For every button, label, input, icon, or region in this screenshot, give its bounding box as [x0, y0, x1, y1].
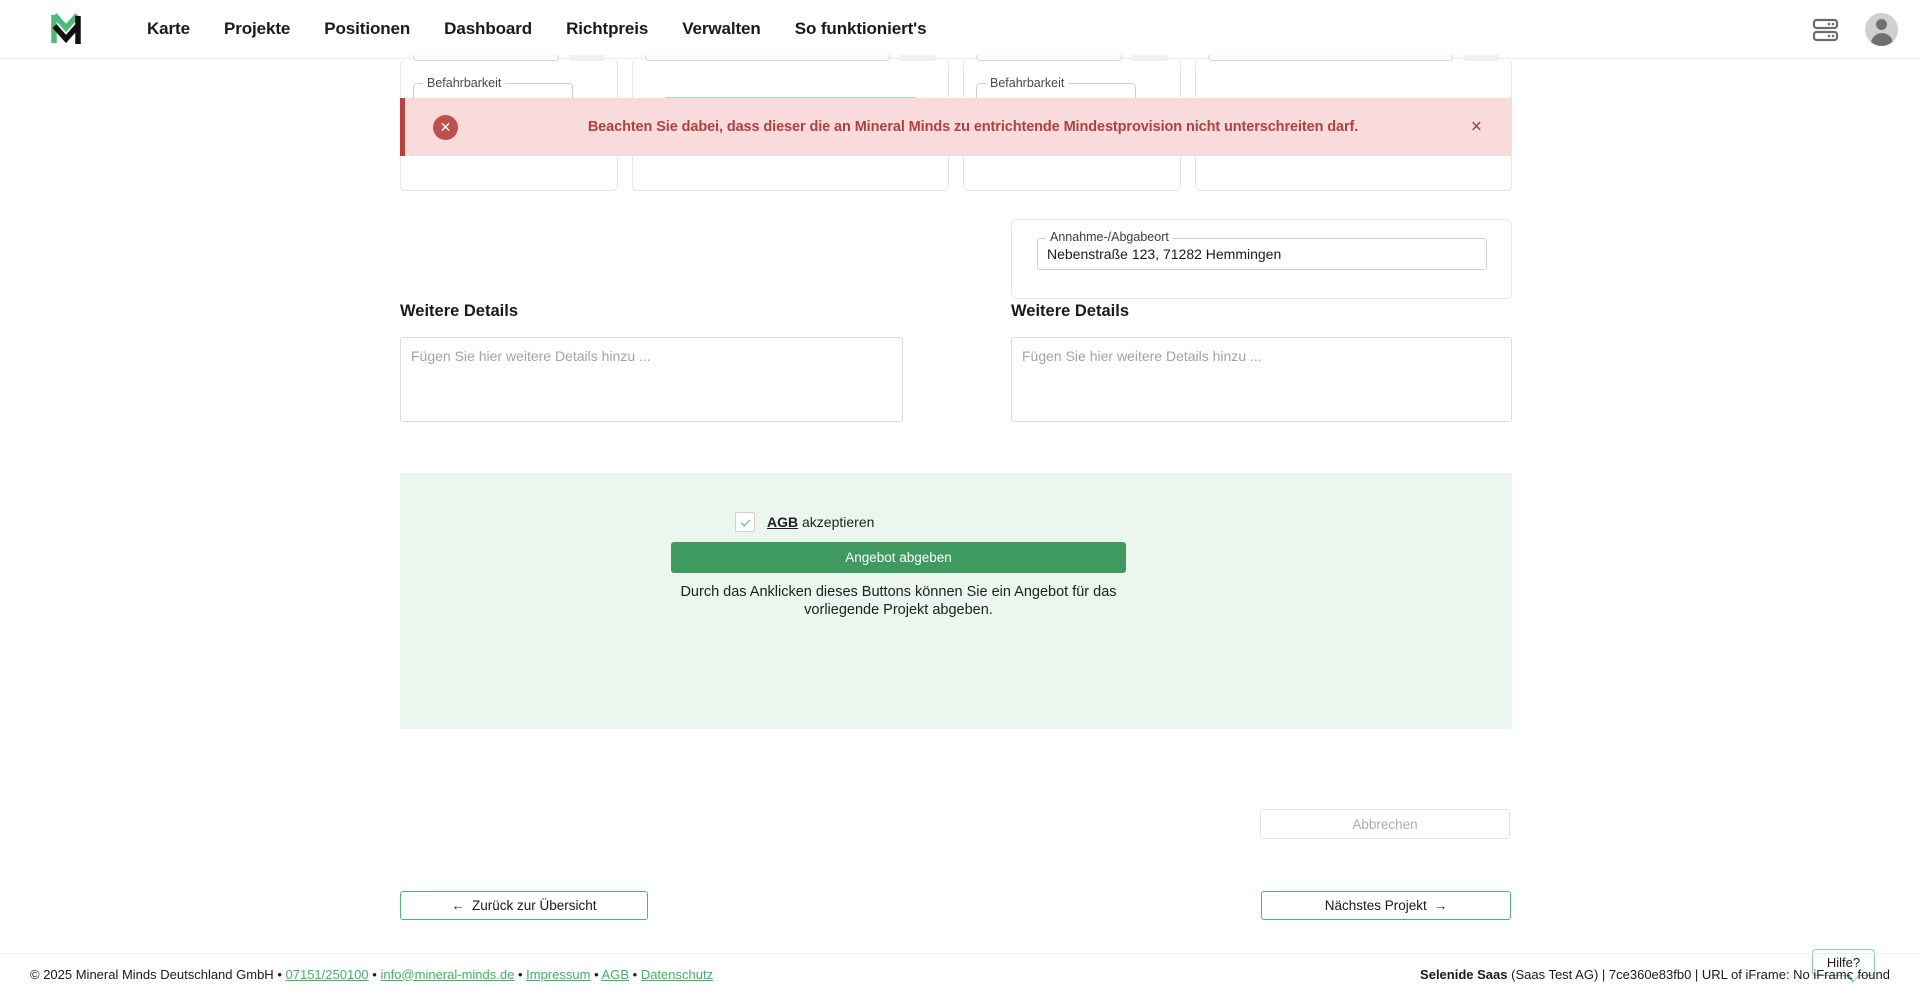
abgabeort-field[interactable]: Annahme-/Abgabeort Nebenstraße 123, 7128… — [1037, 230, 1487, 270]
avatar[interactable] — [1865, 13, 1898, 46]
card1-partial-input[interactable] — [413, 55, 559, 61]
top-navigation-bar: Karte Projekte Positionen Dashboard Rich… — [0, 0, 1920, 59]
abgabeort-label: Annahme-/Abgabeort — [1046, 230, 1173, 244]
footer-sep-5: • — [632, 966, 638, 982]
server-stack-icon[interactable] — [1812, 17, 1839, 43]
weitere-details-textarea-left[interactable]: Fügen Sie hier weitere Details hinzu ... — [400, 337, 903, 422]
footer-sep-1: • — [277, 966, 282, 982]
footer-tenant-meta: (Saas Test AG) | 7ce360e83fb0 | URL of i… — [1507, 966, 1890, 982]
server-stack-glyph — [1812, 18, 1839, 41]
weitere-details-textarea-right[interactable]: Fügen Sie hier weitere Details hinzu ... — [1011, 337, 1512, 422]
card2-partial-input[interactable] — [644, 55, 890, 61]
nav-item-verwalten[interactable]: Verwalten — [682, 19, 761, 38]
agb-label-rest: akzeptieren — [798, 514, 875, 530]
card1-partial-button[interactable] — [568, 55, 605, 61]
nav-item-richtpreis[interactable]: Richtpreis — [566, 19, 649, 38]
weitere-details-heading-left: Weitere Details — [400, 302, 518, 320]
m-logo-icon — [51, 13, 81, 44]
agb-link[interactable]: AGB — [767, 514, 799, 530]
weitere-details-placeholder-left: Fügen Sie hier weitere Details hinzu ... — [411, 348, 651, 364]
footer-sep-2: • — [372, 966, 377, 982]
footer-datenschutz-link[interactable]: Datenschutz — [640, 966, 714, 982]
footer-tenant-name: Selenide Saas — [1420, 966, 1508, 982]
offer-submit-panel: AGB akzeptieren Angebot abgeben Durch da… — [400, 473, 1512, 729]
avatar-body — [1870, 33, 1893, 46]
weitere-details-heading-right: Weitere Details — [1011, 302, 1129, 320]
weitere-details-placeholder-right: Fügen Sie hier weitere Details hinzu ... — [1022, 348, 1262, 364]
footer-email-link[interactable]: info@mineral-minds.de — [380, 966, 515, 982]
footer-agb-link[interactable]: AGB — [601, 966, 629, 982]
card4-partial-input[interactable] — [1207, 55, 1453, 61]
back-to-overview-label: Zurück zur Übersicht — [471, 898, 597, 913]
mineral-minds-logo[interactable] — [44, 7, 88, 51]
card2-filled-field-underline — [664, 97, 916, 98]
footer-sep-3: • — [517, 966, 523, 982]
abgabeort-value: Nebenstraße 123, 71282 Hemmingen — [1047, 246, 1282, 262]
footer-copyright: © 2025 Mineral Minds Deutschland GmbH — [30, 966, 274, 982]
card4-partial-button[interactable] — [1463, 55, 1499, 61]
avatar-head — [1876, 19, 1887, 30]
befahrbarkeit-label-2: Befahrbarkeit — [986, 76, 1069, 90]
abgabeort-card: Annahme-/Abgabeort Nebenstraße 123, 7128… — [1011, 219, 1512, 299]
nav-item-positionen[interactable]: Positionen — [324, 19, 411, 38]
footer-phone-link[interactable]: 07151/250100 — [285, 966, 369, 982]
footer-impressum-link[interactable]: Impressum — [526, 966, 591, 982]
card2-partial-button[interactable] — [900, 55, 936, 61]
alert-close-icon[interactable]: × — [1470, 116, 1482, 138]
page-footer: © 2025 Mineral Minds Deutschland GmbH • … — [0, 953, 1920, 994]
error-circle-icon: ✕ — [433, 114, 458, 140]
nav-item-karte[interactable]: Karte — [147, 19, 190, 38]
next-project-label: Nächstes Projekt — [1324, 898, 1427, 913]
help-label: Hilfe? — [1826, 955, 1861, 970]
cancel-button[interactable]: Abbrechen — [1260, 809, 1510, 839]
befahrbarkeit-label-1: Befahrbarkeit — [423, 76, 506, 90]
alert-message: Beachten Sie dabei, dass dieser die an M… — [587, 119, 1359, 135]
nav-item-projekte[interactable]: Projekte — [223, 19, 291, 38]
nav-item-dashboard[interactable]: Dashboard — [444, 19, 533, 38]
agb-accept-row: AGB akzeptieren — [735, 512, 874, 532]
footer-sep-4: • — [594, 966, 599, 982]
arrow-left-icon: ← — [451, 898, 465, 913]
footer-right: Selenide Saas (Saas Test AG) | 7ce360e83… — [1420, 967, 1890, 982]
card3-partial-input[interactable] — [976, 55, 1122, 61]
header-actions — [1812, 0, 1898, 59]
footer-left: © 2025 Mineral Minds Deutschland GmbH • … — [30, 967, 713, 982]
submit-helper-text: Durch das Anklicken dieses Buttons könne… — [680, 584, 1117, 619]
arrow-right-icon: → — [1433, 898, 1448, 913]
card3-partial-button[interactable] — [1131, 55, 1168, 61]
agb-checkbox[interactable] — [735, 512, 755, 532]
agb-label: AGB akzeptieren — [767, 514, 874, 530]
nav-item-so-funktionierts[interactable]: So funktioniert's — [794, 19, 927, 38]
next-project-button[interactable]: Nächstes Projekt → — [1261, 891, 1511, 920]
min-commission-alert: ✕ Beachten Sie dabei, dass dieser die an… — [400, 98, 1512, 156]
main-nav-links: Karte Projekte Positionen Dashboard Rich… — [130, 13, 943, 45]
submit-offer-button[interactable]: Angebot abgeben — [671, 542, 1126, 573]
checkmark-icon — [740, 516, 750, 526]
back-to-overview-button[interactable]: ← Zurück zur Übersicht — [400, 891, 648, 920]
